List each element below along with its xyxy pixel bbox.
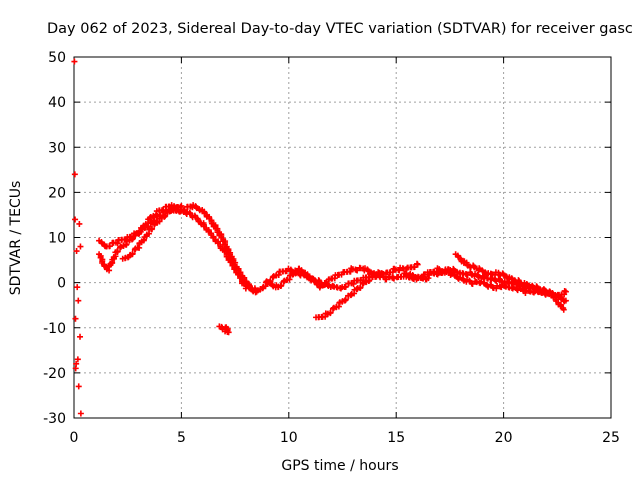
data-point [162, 212, 169, 219]
x-tick-label: 15 [387, 430, 405, 446]
data-point [414, 261, 421, 268]
data-point [72, 216, 79, 223]
data-point [342, 283, 349, 290]
data-point [342, 296, 349, 303]
y-axis-label: SDTVAR / TECUs [8, 181, 24, 296]
x-tick-label: 20 [495, 430, 513, 446]
data-point [225, 329, 232, 336]
grid [74, 57, 611, 418]
y-tick-label: 0 [57, 276, 66, 292]
data-point [378, 270, 385, 277]
data-point [77, 333, 84, 340]
data-point [114, 248, 121, 255]
data-point [77, 410, 84, 417]
x-axis-label: GPS time / hours [281, 458, 398, 474]
data-point [278, 282, 285, 289]
data-point [76, 220, 83, 227]
y-tick-label: 40 [48, 95, 66, 111]
data-point [73, 360, 80, 367]
data-point [293, 269, 300, 276]
data-point [177, 203, 184, 210]
chart-title: Day 062 of 2023, Sidereal Day-to-day VTE… [47, 21, 633, 37]
data-point [411, 264, 418, 271]
data-point [75, 383, 82, 390]
x-tick-label: 0 [70, 430, 79, 446]
data-point [323, 280, 330, 287]
data-point [106, 243, 113, 250]
data-point [74, 284, 81, 291]
data-point [73, 248, 80, 255]
y-tick-label: 30 [48, 140, 66, 156]
data-point [129, 235, 136, 242]
y-tick-label: 20 [48, 185, 66, 201]
y-tick-label: -20 [43, 366, 66, 382]
data-point [71, 171, 78, 178]
data-point [178, 202, 185, 209]
data-point [71, 58, 78, 65]
data-point [327, 309, 334, 316]
y-tick-label: 10 [48, 231, 66, 247]
data-point [560, 306, 567, 313]
data-point [149, 225, 156, 232]
data-point [72, 315, 79, 322]
x-tick-label: 5 [177, 430, 186, 446]
axis-ticks [73, 56, 612, 419]
y-tick-label: -10 [43, 321, 66, 337]
x-tick-label: 10 [280, 430, 298, 446]
data-point [562, 288, 569, 295]
data-point [75, 297, 82, 304]
data-point [160, 207, 167, 214]
data-point [562, 297, 569, 304]
data-point [373, 273, 380, 280]
data-point [357, 284, 364, 291]
axis-tick-labels: 0 5 10 15 20 25 -30 -20 -10 0 10 20 30 40 50 [43, 50, 620, 446]
data-point [74, 356, 81, 363]
data-point [77, 243, 84, 250]
y-tick-label: 50 [48, 50, 66, 66]
data-points [71, 58, 569, 417]
data-point [418, 274, 425, 281]
x-tick-label: 25 [602, 430, 620, 446]
y-tick-label: -30 [43, 411, 66, 427]
data-point [129, 250, 136, 257]
